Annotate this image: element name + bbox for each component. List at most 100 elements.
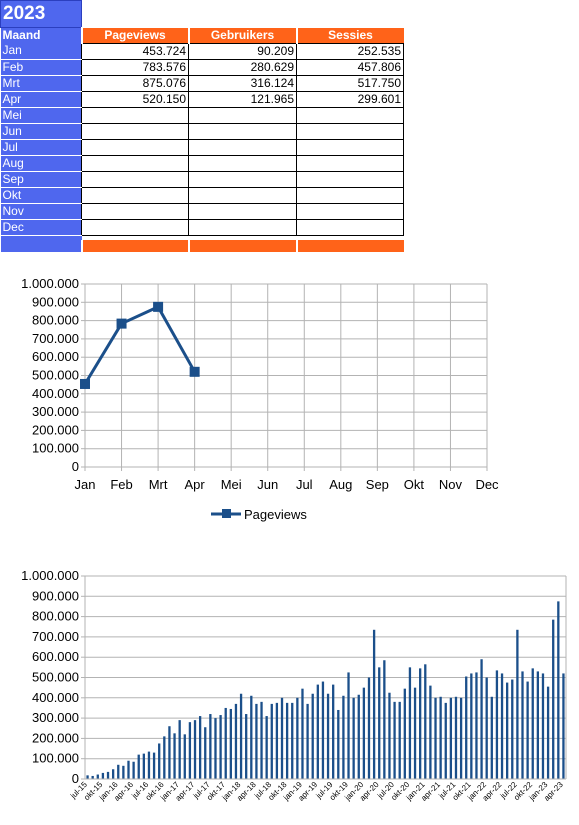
pageviews-cell[interactable]	[81, 202, 189, 220]
month-cell[interactable]: Aug	[0, 155, 82, 172]
footer-cell[interactable]	[187, 239, 297, 252]
empty-cell[interactable]	[188, 0, 297, 28]
data-point	[153, 301, 164, 312]
users-cell[interactable]	[188, 154, 297, 172]
bar	[326, 693, 330, 779]
y-tick-label: 400.000	[32, 386, 79, 401]
sessions-cell[interactable]: 457.806	[296, 58, 404, 76]
data-point	[189, 366, 200, 377]
sessions-cell[interactable]: 517.750	[296, 74, 404, 92]
sessions-cell[interactable]	[296, 170, 404, 188]
users-cell[interactable]	[188, 170, 297, 188]
empty-cell[interactable]	[296, 0, 404, 28]
pageviews-cell[interactable]	[81, 138, 189, 156]
footer-cell[interactable]	[80, 239, 189, 252]
bar	[260, 701, 263, 779]
users-cell[interactable]: 90.209	[188, 42, 297, 60]
bar	[168, 726, 171, 779]
users-cell[interactable]	[188, 122, 297, 140]
y-tick-label: 900.000	[32, 294, 79, 309]
table-row: Aug	[0, 154, 404, 172]
users-cell[interactable]: 280.629	[188, 58, 297, 76]
bar	[552, 619, 555, 779]
pageviews-cell[interactable]	[81, 154, 189, 172]
bar	[388, 692, 391, 779]
sessions-cell[interactable]	[296, 106, 404, 124]
bar	[117, 764, 120, 779]
spreadsheet: 2023 Maand Pageviews Gebruikers Sessies Jan 45…	[0, 0, 404, 252]
series-line-pageviews	[83, 304, 196, 385]
column-header-gebruikers[interactable]: Gebruikers	[187, 27, 297, 43]
pageviews-cell[interactable]	[81, 106, 189, 124]
users-cell[interactable]	[188, 186, 297, 204]
bar	[296, 697, 299, 779]
bar	[178, 720, 181, 779]
month-cell[interactable]: Mei	[0, 107, 82, 124]
bar	[372, 629, 376, 779]
bar	[111, 769, 115, 779]
month-cell[interactable]: Jul	[0, 139, 82, 156]
year-title[interactable]: 2023	[0, 0, 82, 28]
users-cell[interactable]: 316.124	[188, 74, 297, 92]
empty-cell[interactable]	[81, 0, 189, 28]
month-cell[interactable]: Jan	[0, 43, 82, 60]
y-tick-label: 100.000	[32, 751, 79, 766]
sessions-cell[interactable]	[296, 186, 404, 204]
bar	[219, 715, 222, 779]
bar	[142, 753, 145, 779]
month-cell[interactable]: Jun	[0, 123, 82, 140]
column-header-sessies[interactable]: Sessies	[295, 27, 404, 43]
month-cell[interactable]: Dec	[0, 219, 82, 236]
users-cell[interactable]	[188, 106, 297, 124]
bar	[280, 697, 284, 779]
pageviews-cell[interactable]: 875.076	[81, 74, 189, 92]
pageviews-cell[interactable]	[81, 186, 189, 204]
sessions-cell[interactable]: 252.535	[296, 42, 404, 60]
table-row: Mei	[0, 106, 404, 124]
bar	[132, 761, 135, 779]
table-row: Jul	[0, 138, 404, 156]
users-cell[interactable]	[188, 138, 297, 156]
footer-cell[interactable]	[295, 239, 404, 252]
footer-cell[interactable]	[0, 239, 82, 252]
month-cell[interactable]: Nov	[0, 203, 82, 220]
sessions-cell[interactable]	[296, 154, 404, 172]
month-cell[interactable]: Sep	[0, 171, 82, 188]
column-header-pageviews[interactable]: Pageviews	[80, 27, 189, 43]
bar	[357, 694, 360, 779]
users-cell[interactable]: 121.965	[188, 90, 297, 108]
month-cell[interactable]: Okt	[0, 187, 82, 204]
users-cell[interactable]	[188, 218, 297, 236]
pageviews-cell[interactable]	[81, 122, 189, 140]
bar	[557, 601, 560, 779]
bar	[152, 752, 156, 779]
bar	[214, 718, 217, 779]
x-tick-label: Mrt	[149, 477, 168, 492]
month-cell[interactable]: Apr	[0, 91, 82, 108]
bar	[198, 716, 202, 779]
sessions-cell[interactable]	[296, 218, 404, 236]
bar	[306, 703, 309, 779]
month-cell[interactable]: Feb	[0, 59, 82, 76]
sessions-cell[interactable]	[296, 122, 404, 140]
pageviews-cell[interactable]: 520.150	[81, 90, 189, 108]
legend-label: Pageviews	[244, 507, 307, 522]
users-cell[interactable]	[188, 202, 297, 220]
column-header-maand[interactable]: Maand	[0, 27, 82, 43]
pageviews-cell[interactable]	[81, 218, 189, 236]
pageviews-cell[interactable]: 453.724	[81, 42, 189, 60]
sessions-cell[interactable]	[296, 202, 404, 220]
pageviews-cell[interactable]: 783.576	[81, 58, 189, 76]
y-tick-label: 300.000	[32, 710, 79, 725]
sessions-cell[interactable]	[296, 138, 404, 156]
month-cell[interactable]: Mrt	[0, 75, 82, 92]
table-row: Sep	[0, 170, 404, 188]
sessions-cell[interactable]: 299.601	[296, 90, 404, 108]
table-row: Jan 453.724 90.209 252.535	[0, 42, 404, 60]
bar	[480, 659, 483, 779]
bar	[137, 754, 140, 779]
y-tick-label: 1.000.000	[21, 276, 79, 291]
legend: Pageviews	[211, 507, 307, 522]
bar	[521, 671, 524, 779]
pageviews-cell[interactable]	[81, 170, 189, 188]
